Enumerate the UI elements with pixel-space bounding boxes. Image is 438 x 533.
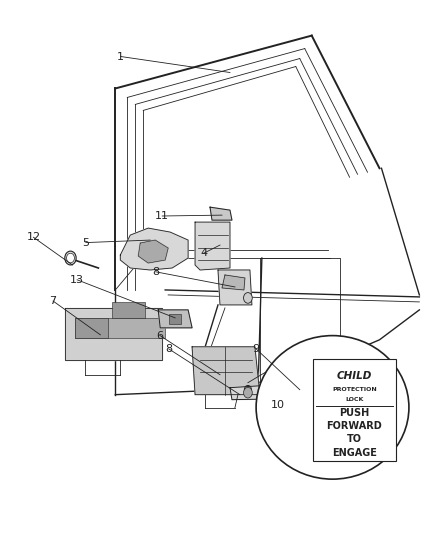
Bar <box>75 318 108 338</box>
Polygon shape <box>158 310 192 328</box>
Bar <box>75 318 165 338</box>
Polygon shape <box>192 347 260 394</box>
Text: 9: 9 <box>253 344 260 354</box>
Circle shape <box>67 253 74 263</box>
Text: TO: TO <box>347 434 362 445</box>
Text: 1: 1 <box>117 52 124 61</box>
Text: 5: 5 <box>82 238 89 247</box>
Polygon shape <box>218 270 252 305</box>
Ellipse shape <box>256 336 409 479</box>
Polygon shape <box>66 308 162 360</box>
Text: FORWARD: FORWARD <box>326 421 382 431</box>
Text: CHILD: CHILD <box>337 371 372 381</box>
Text: 13: 13 <box>70 275 84 285</box>
Text: 12: 12 <box>26 232 40 243</box>
Polygon shape <box>230 379 357 400</box>
Text: 8: 8 <box>165 344 172 354</box>
Circle shape <box>264 387 272 397</box>
Circle shape <box>244 387 252 398</box>
FancyBboxPatch shape <box>313 359 396 461</box>
Text: 10: 10 <box>271 400 285 410</box>
Polygon shape <box>138 240 168 263</box>
Text: 7: 7 <box>49 296 57 306</box>
Text: 8: 8 <box>152 267 159 277</box>
Polygon shape <box>210 207 232 220</box>
Text: 4: 4 <box>200 248 207 258</box>
Text: ENGAGE: ENGAGE <box>332 448 377 457</box>
Text: 6: 6 <box>156 330 163 341</box>
Text: PUSH: PUSH <box>339 408 370 418</box>
Text: 11: 11 <box>155 211 169 221</box>
Bar <box>112 302 145 318</box>
Text: LOCK: LOCK <box>345 397 364 402</box>
Polygon shape <box>195 222 230 270</box>
Circle shape <box>65 251 76 265</box>
Bar <box>169 313 181 324</box>
Polygon shape <box>120 228 188 270</box>
Circle shape <box>244 293 252 303</box>
Polygon shape <box>222 275 245 290</box>
Text: PROTECTION: PROTECTION <box>332 387 377 392</box>
